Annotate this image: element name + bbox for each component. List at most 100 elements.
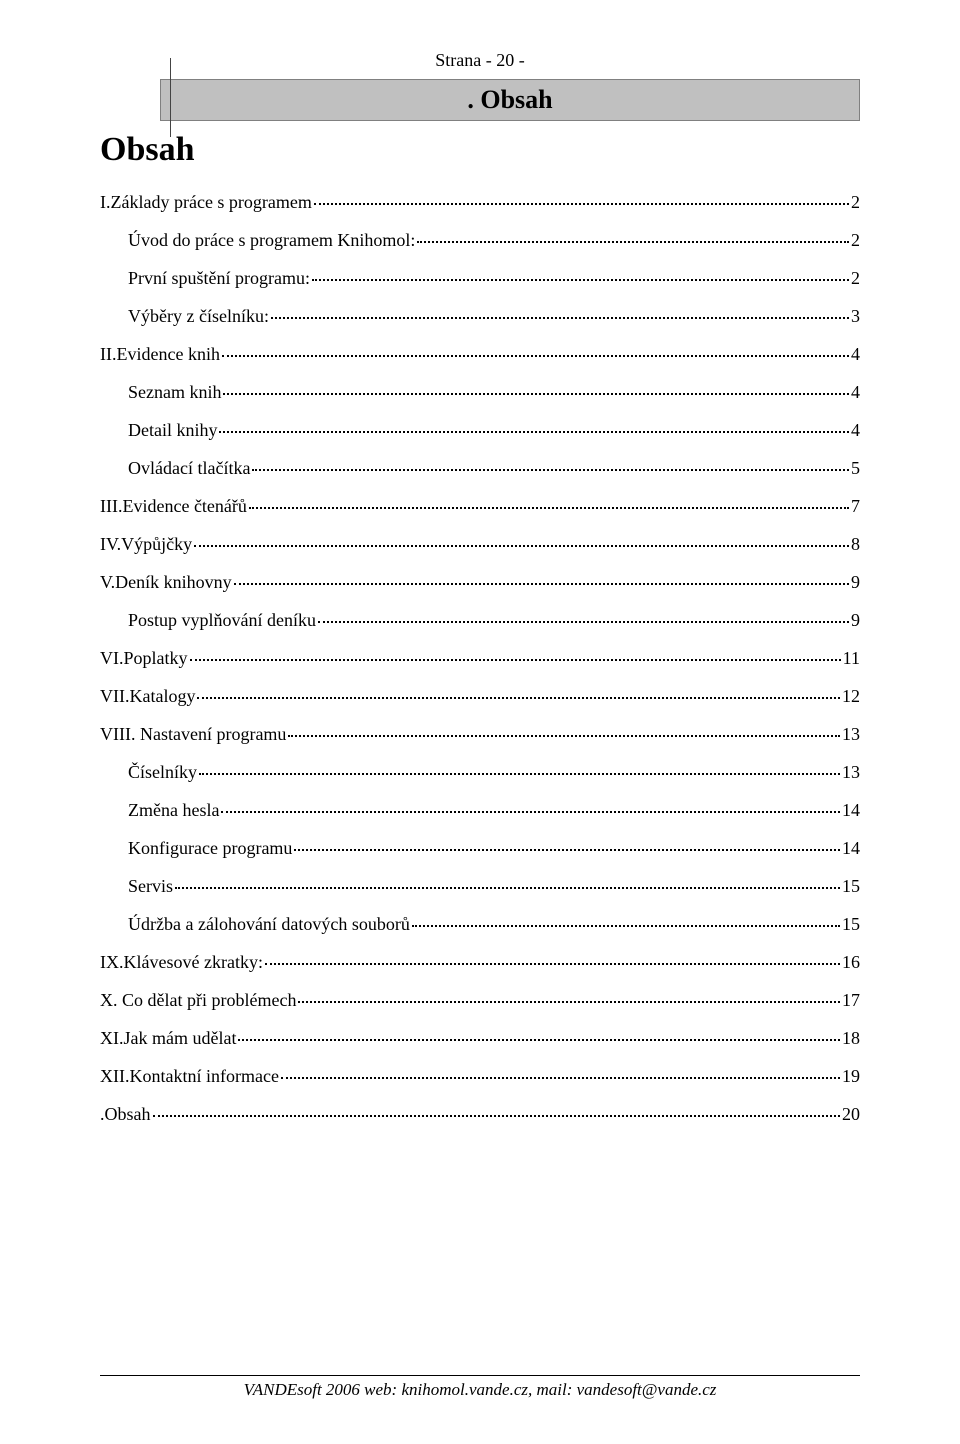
- toc-leader: [199, 773, 840, 775]
- toc-leader: [281, 1077, 840, 1079]
- toc-entry-label: II.Evidence knih: [100, 345, 220, 363]
- toc-leader: [234, 583, 849, 585]
- toc-entry-page: 14: [842, 801, 860, 819]
- toc-entry-page: 12: [842, 687, 860, 705]
- toc-entry-label: .Obsah: [100, 1105, 151, 1123]
- toc-entry-label: VII.Katalogy: [100, 687, 195, 705]
- toc-leader: [219, 431, 849, 433]
- toc-row: II.Evidence knih 4: [100, 345, 860, 363]
- toc-row: Údržba a zálohování datových souborů 15: [100, 915, 860, 933]
- toc-leader: [197, 697, 840, 699]
- toc-entry-page: 16: [842, 953, 860, 971]
- toc-row: Seznam knih 4: [100, 383, 860, 401]
- toc-entry-page: 19: [842, 1067, 860, 1085]
- toc-entry-page: 4: [851, 345, 860, 363]
- toc-entry-page: 18: [842, 1029, 860, 1047]
- toc-row: Ovládací tlačítka5: [100, 459, 860, 477]
- toc-entry-page: 9: [851, 611, 860, 629]
- footer-text: VANDEsoft 2006 web: knihomol.vande.cz, m…: [244, 1380, 717, 1399]
- toc-row: První spuštění programu: 2: [100, 269, 860, 287]
- toc-entry-page: 11: [843, 649, 860, 667]
- toc-entry-label: Konfigurace programu: [128, 839, 292, 857]
- toc-leader: [412, 925, 840, 927]
- toc-leader: [190, 659, 841, 661]
- toc-entry-label: Výběry z číselníku:: [128, 307, 269, 325]
- toc-entry-label: Úvod do práce s programem Knihomol:: [128, 231, 415, 249]
- vertical-rule: [170, 58, 171, 137]
- toc-row: Výběry z číselníku: 3: [100, 307, 860, 325]
- page-header: Strana - 20 -: [100, 50, 860, 71]
- toc-entry-page: 20: [842, 1105, 860, 1123]
- toc-entry-page: 15: [842, 915, 860, 933]
- toc-entry-label: IV.Výpůjčky: [100, 535, 192, 553]
- toc-row: IV.Výpůjčky 8: [100, 535, 860, 553]
- toc-entry-page: 2: [851, 193, 860, 211]
- toc-leader: [312, 279, 849, 281]
- toc-row: IX.Klávesové zkratky: 16: [100, 953, 860, 971]
- toc-entry-page: 15: [842, 877, 860, 895]
- toc-row: III.Evidence čtenářů 7: [100, 497, 860, 515]
- toc-row: Změna hesla 14: [100, 801, 860, 819]
- toc-entry-label: VI.Poplatky: [100, 649, 188, 667]
- toc-entry-page: 2: [851, 231, 860, 249]
- toc-leader: [175, 887, 840, 889]
- section-banner: . Obsah: [160, 79, 860, 121]
- toc-entry-page: 13: [842, 725, 860, 743]
- toc-entry-label: IX.Klávesové zkratky:: [100, 953, 263, 971]
- toc-entry-label: Údržba a zálohování datových souborů: [128, 915, 410, 933]
- toc-row: .Obsah 20: [100, 1105, 860, 1123]
- toc-entry-page: 13: [842, 763, 860, 781]
- toc-leader: [417, 241, 849, 243]
- toc-entry-label: Seznam knih: [128, 383, 221, 401]
- toc-row: I.Základy práce s programem2: [100, 193, 860, 211]
- toc-entry-label: V.Deník knihovny: [100, 573, 232, 591]
- toc-leader: [222, 355, 849, 357]
- toc-entry-label: III.Evidence čtenářů: [100, 497, 247, 515]
- toc-row: XI.Jak mám udělat 18: [100, 1029, 860, 1047]
- toc-row: VII.Katalogy 12: [100, 687, 860, 705]
- toc-row: VI.Poplatky 11: [100, 649, 860, 667]
- toc-entry-label: VIII. Nastavení programu: [100, 725, 286, 743]
- toc-row: Číselníky 13: [100, 763, 860, 781]
- toc-leader: [153, 1115, 841, 1117]
- toc-leader: [221, 811, 840, 813]
- toc-entry-label: Číselníky: [128, 763, 197, 781]
- toc-row: XII.Kontaktní informace19: [100, 1067, 860, 1085]
- toc-entry-page: 8: [851, 535, 860, 553]
- toc-entry-page: 4: [851, 421, 860, 439]
- toc-entry-label: X. Co dělat při problémech: [100, 991, 296, 1009]
- section-banner-title: . Obsah: [467, 85, 552, 115]
- toc-leader: [318, 621, 849, 623]
- toc-entry-page: 3: [851, 307, 860, 325]
- toc-leader: [294, 849, 840, 851]
- toc-entry-page: 5: [851, 459, 860, 477]
- toc-entry-label: Postup vyplňování deníku: [128, 611, 316, 629]
- toc-row: Úvod do práce s programem Knihomol: 2: [100, 231, 860, 249]
- toc-leader: [223, 393, 849, 395]
- toc-row: V.Deník knihovny 9: [100, 573, 860, 591]
- toc-entry-label: Servis: [128, 877, 173, 895]
- toc-leader: [238, 1039, 840, 1041]
- toc-entry-label: Změna hesla: [128, 801, 219, 819]
- toc-entry-label: XI.Jak mám udělat: [100, 1029, 236, 1047]
- toc-row: Detail knihy 4: [100, 421, 860, 439]
- toc-entry-label: Detail knihy: [128, 421, 217, 439]
- page-footer: VANDEsoft 2006 web: knihomol.vande.cz, m…: [100, 1375, 860, 1400]
- toc-row: Postup vyplňování deníku 9: [100, 611, 860, 629]
- toc-entry-page: 2: [851, 269, 860, 287]
- toc-leader: [314, 203, 849, 205]
- toc-entry-page: 9: [851, 573, 860, 591]
- toc-entry-page: 4: [851, 383, 860, 401]
- toc-list: I.Základy práce s programem2 Úvod do prác…: [100, 193, 860, 1123]
- toc-leader: [288, 735, 840, 737]
- toc-row: Konfigurace programu 14: [100, 839, 860, 857]
- toc-entry-page: 7: [851, 497, 860, 515]
- toc-title: Obsah: [100, 131, 860, 169]
- toc-entry-page: 14: [842, 839, 860, 857]
- toc-leader: [252, 469, 849, 471]
- toc-leader: [194, 545, 849, 547]
- toc-row: Servis 15: [100, 877, 860, 895]
- toc-entry-label: První spuštění programu:: [128, 269, 310, 287]
- toc-leader: [271, 317, 849, 319]
- toc-leader: [298, 1001, 840, 1003]
